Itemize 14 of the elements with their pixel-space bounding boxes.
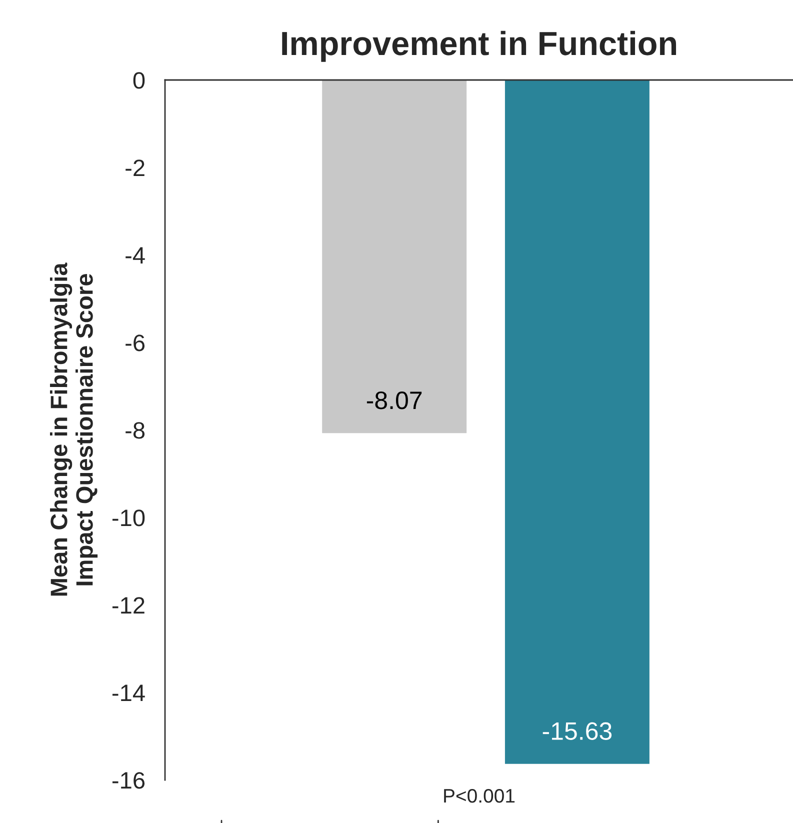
y-axis-title: Mean Change in Fibromyalgia Impact Questionnaire Score — [50, 262, 98, 596]
data-label: -15.63 — [542, 722, 612, 740]
y-tick-label: -12 — [112, 597, 144, 614]
y-tick-label: -4 — [126, 247, 145, 264]
data-label: -8.07 — [366, 392, 422, 410]
y-tick-label: -16 — [112, 772, 145, 789]
y-tick-label: -14 — [112, 684, 145, 702]
y-tick-label: -2 — [126, 160, 144, 176]
chart-title: Improvement in Function — [282, 30, 676, 62]
text: P<0.001 — [444, 788, 515, 803]
y-tick-label: -6 — [126, 334, 145, 352]
y-tick-label: -8 — [126, 422, 145, 439]
y-tick-label: -10 — [112, 510, 145, 526]
y-tick-label: 0 — [133, 72, 145, 89]
